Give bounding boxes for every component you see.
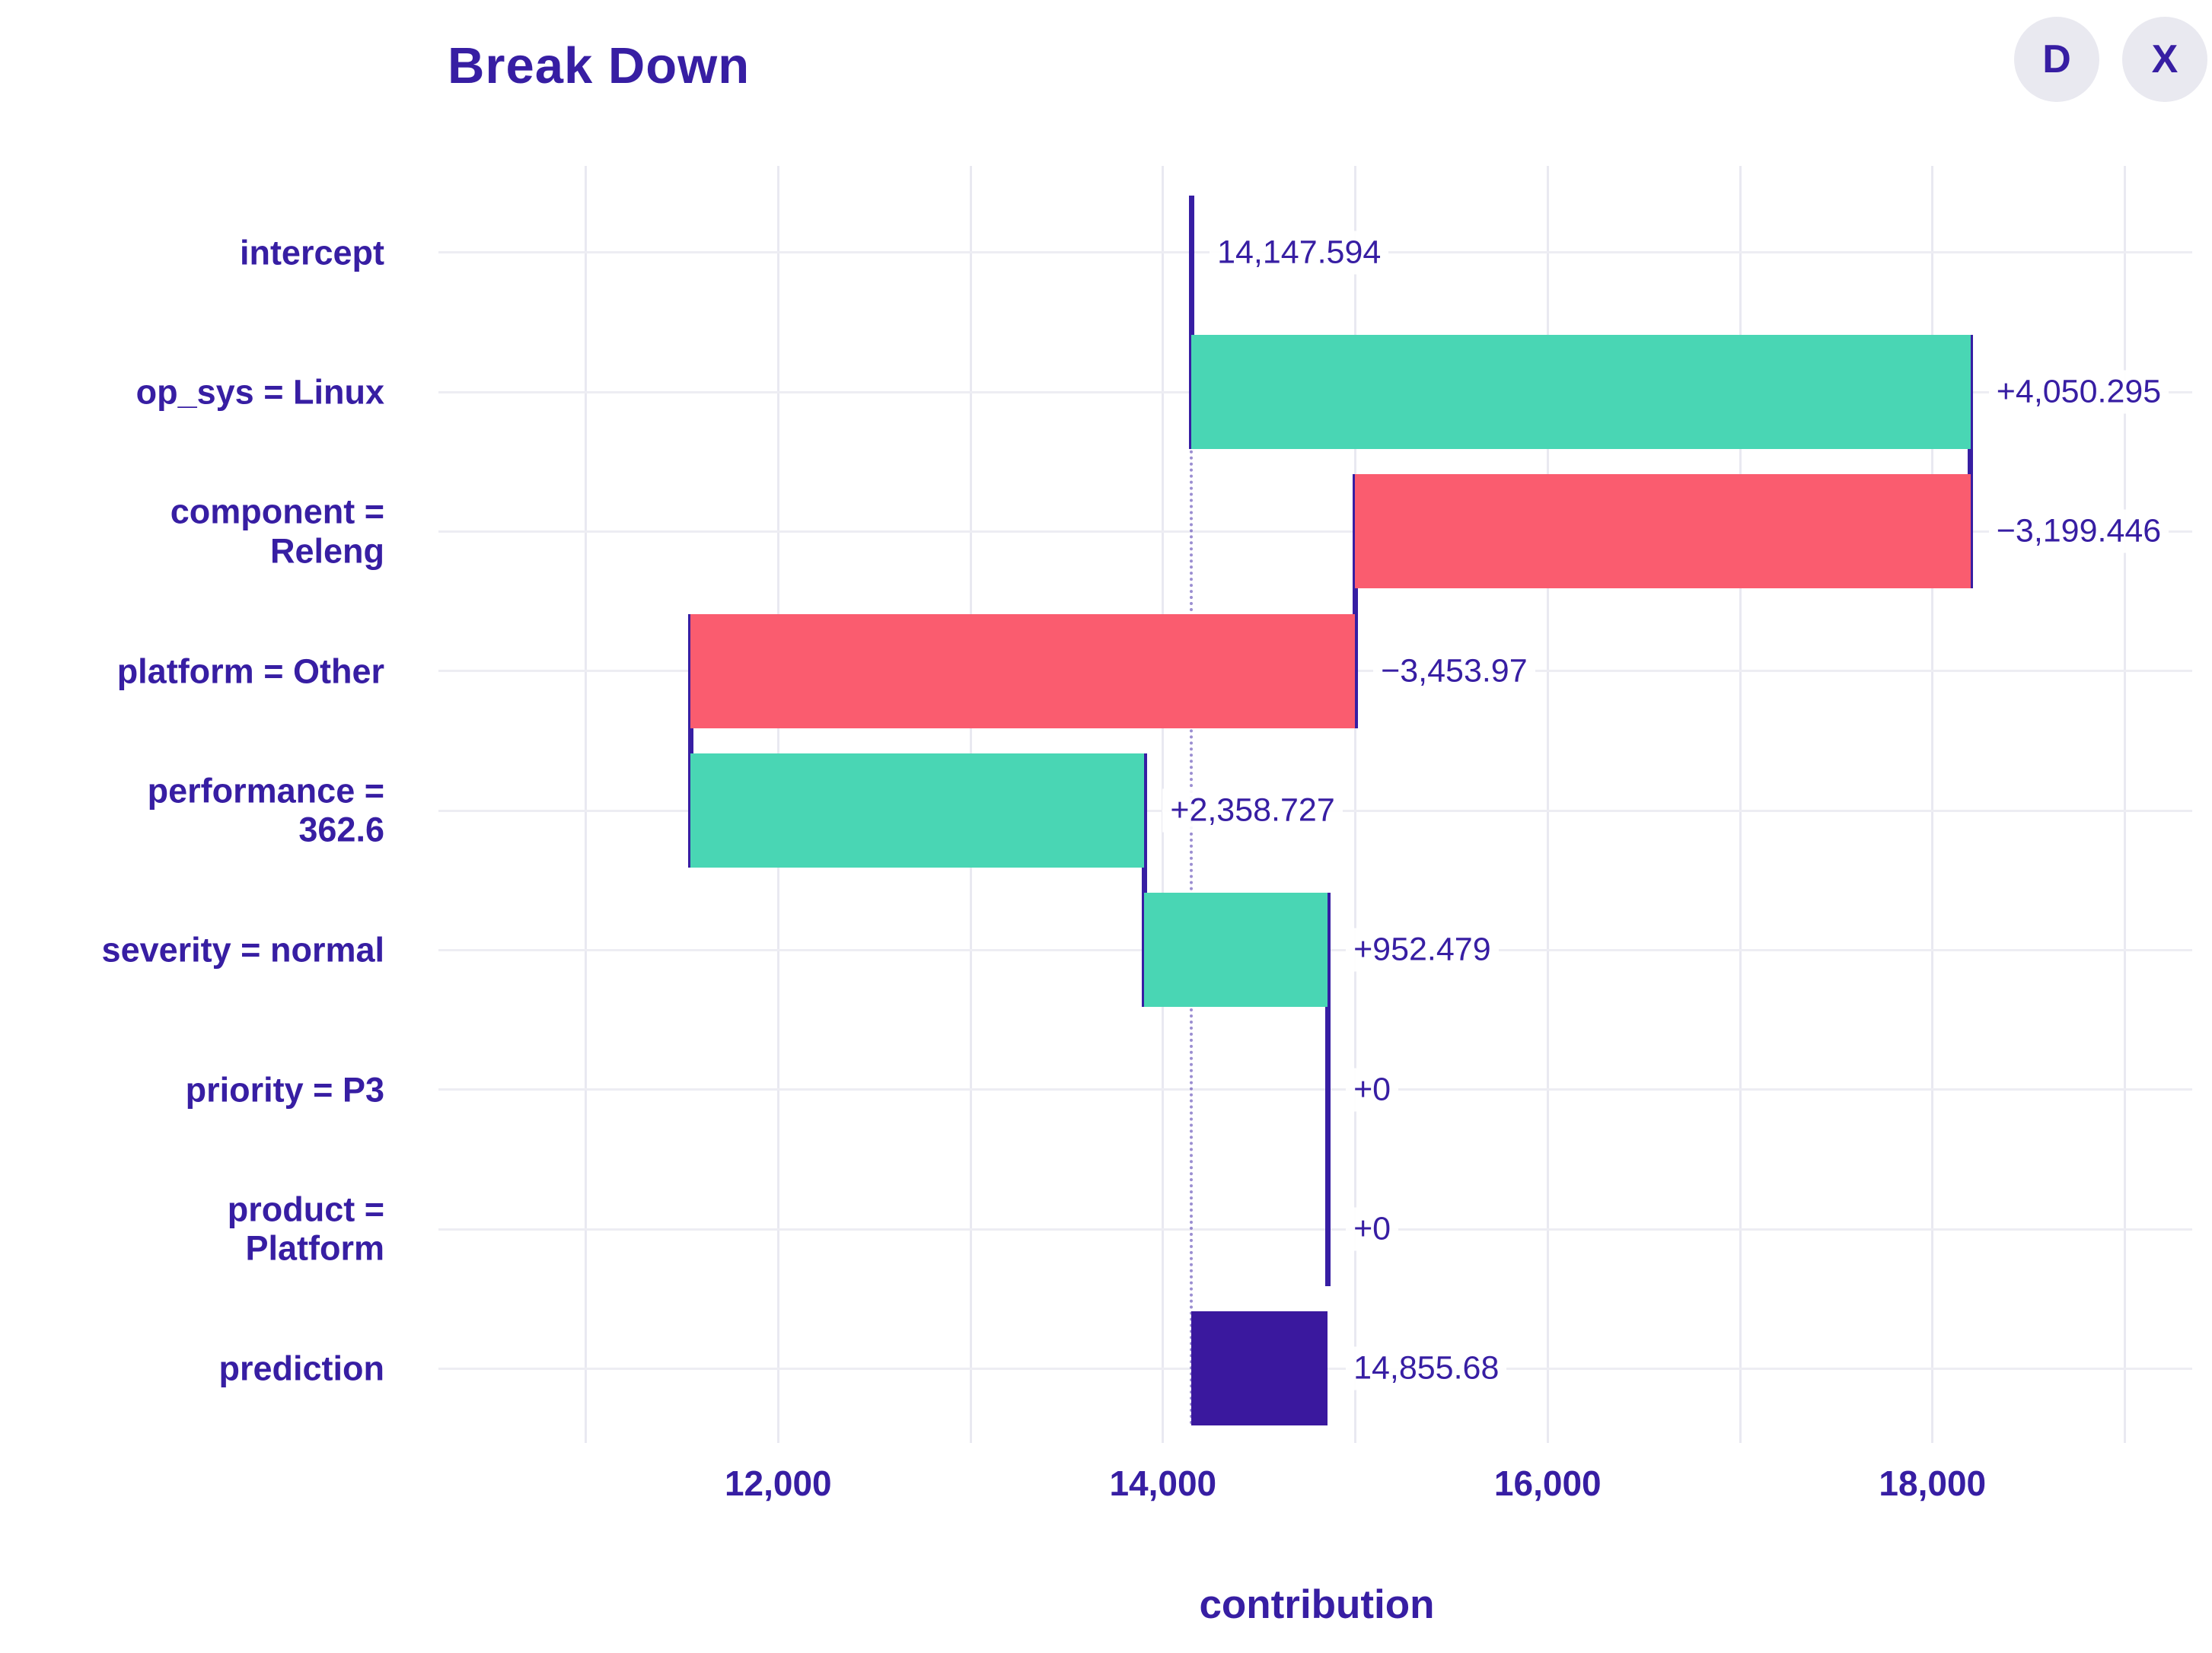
horizontal-gridline: [438, 1228, 2192, 1231]
vertical-gridline: [1354, 166, 1357, 1443]
step-connector-line: [1352, 474, 1358, 728]
contribution-bar[interactable]: [690, 753, 1145, 868]
y-axis-label: severity = normal: [101, 930, 384, 970]
x-axis-tick: 12,000: [724, 1463, 832, 1503]
contribution-bar[interactable]: [1191, 335, 1971, 449]
contribution-bar[interactable]: [690, 613, 1356, 728]
step-connector-line: [1141, 753, 1147, 1008]
y-axis-label: op_sys = Linux: [135, 372, 384, 412]
intercept-marker: [1189, 195, 1194, 310]
y-axis-label: product = Platform: [227, 1190, 384, 1268]
vertical-gridline: [2124, 166, 2127, 1443]
horizontal-gridline: [438, 1088, 2192, 1091]
download-button[interactable]: D: [2014, 17, 2099, 102]
value-label: +0: [1346, 1068, 1399, 1112]
page-title: Break Down: [448, 37, 751, 94]
contribution-bar[interactable]: [1191, 1311, 1328, 1426]
step-connector-line: [1968, 335, 1974, 589]
horizontal-gridline: [438, 530, 2192, 533]
vertical-gridline: [1931, 166, 1934, 1443]
close-button[interactable]: X: [2122, 17, 2207, 102]
value-label: +2,358.727: [1162, 788, 1343, 833]
value-label: +952.479: [1346, 928, 1499, 972]
x-axis-tick: 14,000: [1109, 1463, 1217, 1503]
x-axis-tick: 16,000: [1493, 1463, 1602, 1503]
step-connector-line: [1324, 1032, 1331, 1286]
contribution-bar[interactable]: [1355, 474, 1971, 589]
value-label: +0: [1346, 1207, 1399, 1251]
value-label: 14,147.594: [1210, 231, 1389, 275]
step-connector-line: [1324, 893, 1331, 1147]
x-axis-label: contribution: [1199, 1582, 1435, 1627]
contribution-bar[interactable]: [1144, 893, 1328, 1008]
y-axis-label: prediction: [218, 1349, 384, 1388]
vertical-gridline: [585, 166, 588, 1443]
y-axis-label: intercept: [239, 233, 384, 272]
value-label: 14,855.68: [1346, 1346, 1507, 1390]
y-axis-label: priority = P3: [185, 1070, 384, 1110]
step-connector-line: [1188, 195, 1194, 449]
vertical-gridline: [1546, 166, 1549, 1443]
step-connector-line: [687, 613, 693, 868]
value-label: −3,453.97: [1373, 649, 1535, 693]
x-axis-tick: 18,000: [1879, 1463, 1987, 1503]
value-label: +4,050.295: [1988, 370, 2169, 414]
y-axis-label: component = Releng: [170, 492, 384, 571]
y-axis-label: platform = Other: [116, 651, 384, 691]
value-label: −3,199.446: [1988, 509, 2169, 553]
vertical-gridline: [1739, 166, 1742, 1443]
y-axis-label: performance = 362.6: [147, 771, 384, 849]
